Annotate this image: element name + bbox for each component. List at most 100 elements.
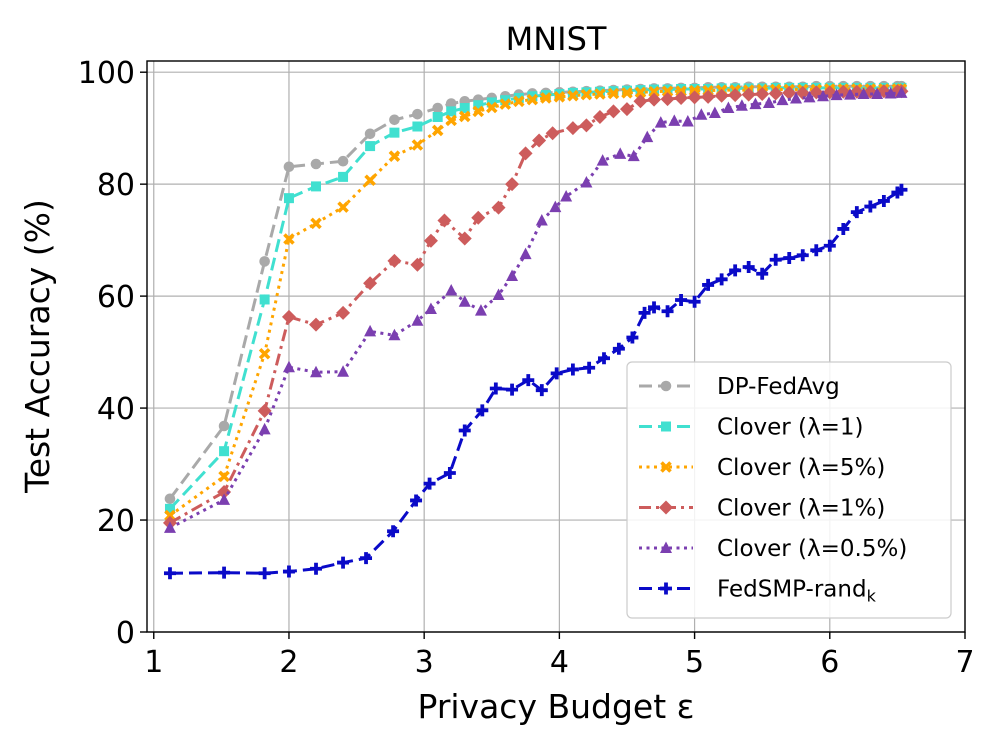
data-point <box>337 365 350 377</box>
legend-marker <box>659 500 673 515</box>
data-point <box>458 424 471 437</box>
data-point <box>218 566 231 579</box>
data-point <box>518 146 533 161</box>
data-point <box>583 361 596 374</box>
x-tick-label: 5 <box>685 645 704 680</box>
data-point <box>535 214 548 226</box>
data-point <box>432 111 443 122</box>
data-point <box>695 108 708 120</box>
data-point <box>619 102 634 117</box>
data-point <box>431 124 444 137</box>
data-point <box>715 273 728 286</box>
data-point <box>895 86 908 98</box>
legend-marker <box>661 421 671 432</box>
data-point <box>424 302 437 314</box>
data-point <box>257 403 272 418</box>
legend-entry: Clover (λ=0.5%) <box>639 536 907 562</box>
series-3 <box>162 84 909 530</box>
data-point <box>472 105 485 118</box>
data-point <box>309 317 324 332</box>
data-point <box>513 95 525 108</box>
data-point <box>612 342 625 355</box>
data-point <box>864 200 877 213</box>
data-point <box>565 121 580 136</box>
data-point <box>647 92 662 107</box>
data-point <box>423 477 436 490</box>
plot-frame <box>146 60 966 633</box>
data-point <box>506 269 519 281</box>
data-point <box>337 201 349 213</box>
data-point <box>282 565 295 578</box>
data-point <box>661 305 674 318</box>
legend-entry: FedSMP-randk <box>639 577 877 606</box>
data-point <box>837 222 850 235</box>
legend-marker <box>660 541 672 553</box>
data-point <box>782 85 797 100</box>
data-point <box>474 304 487 316</box>
data-point <box>476 404 489 417</box>
legend-box <box>626 361 952 619</box>
data-point <box>363 276 378 291</box>
data-point <box>729 264 742 277</box>
data-point <box>258 348 271 360</box>
data-point <box>654 116 667 128</box>
data-point <box>728 88 743 103</box>
data-point <box>163 521 176 533</box>
data-point <box>445 114 457 127</box>
data-point <box>283 161 295 173</box>
data-point <box>755 87 770 102</box>
data-point <box>688 295 701 308</box>
data-point <box>877 194 890 207</box>
data-point <box>486 97 497 108</box>
data-point <box>505 177 520 192</box>
data-point <box>337 556 350 569</box>
data-point <box>545 126 560 141</box>
data-point <box>567 89 579 102</box>
data-point <box>259 294 270 305</box>
data-point <box>597 352 610 365</box>
data-point <box>458 110 471 123</box>
data-point <box>579 118 594 133</box>
y-tick-label: 60 <box>97 280 135 315</box>
data-point <box>626 331 639 344</box>
x-tick-label: 6 <box>820 645 839 680</box>
data-point <box>506 383 519 396</box>
x-tick-label: 3 <box>415 645 434 680</box>
data-point <box>259 256 270 267</box>
data-point <box>735 99 748 111</box>
data-point <box>674 90 689 105</box>
data-point <box>486 101 498 114</box>
data-point <box>540 90 551 101</box>
data-point <box>741 87 756 102</box>
data-point <box>850 206 863 219</box>
y-tick-label: 40 <box>97 392 135 427</box>
data-point <box>258 567 271 580</box>
data-point <box>844 88 857 100</box>
data-point <box>218 420 230 432</box>
data-point <box>687 90 702 105</box>
data-point <box>648 301 661 314</box>
data-point <box>681 114 694 127</box>
data-point <box>580 175 593 188</box>
data-point <box>337 155 349 167</box>
data-point <box>423 233 438 248</box>
data-point <box>762 96 775 108</box>
data-point <box>823 239 836 252</box>
data-point <box>500 95 511 106</box>
data-point <box>437 213 452 228</box>
data-point <box>388 150 401 162</box>
data-point <box>217 485 232 500</box>
data-point <box>553 91 566 103</box>
series-5 <box>163 183 908 580</box>
data-point <box>857 87 870 100</box>
data-point <box>535 384 548 397</box>
data-point <box>789 92 802 104</box>
data-point <box>522 374 535 387</box>
data-point <box>560 189 573 202</box>
data-point <box>364 174 376 187</box>
chart-title: MNIST <box>506 20 607 58</box>
data-point <box>310 217 322 230</box>
data-point <box>364 128 376 140</box>
legend-entry: Clover (λ=5%) <box>639 455 885 481</box>
